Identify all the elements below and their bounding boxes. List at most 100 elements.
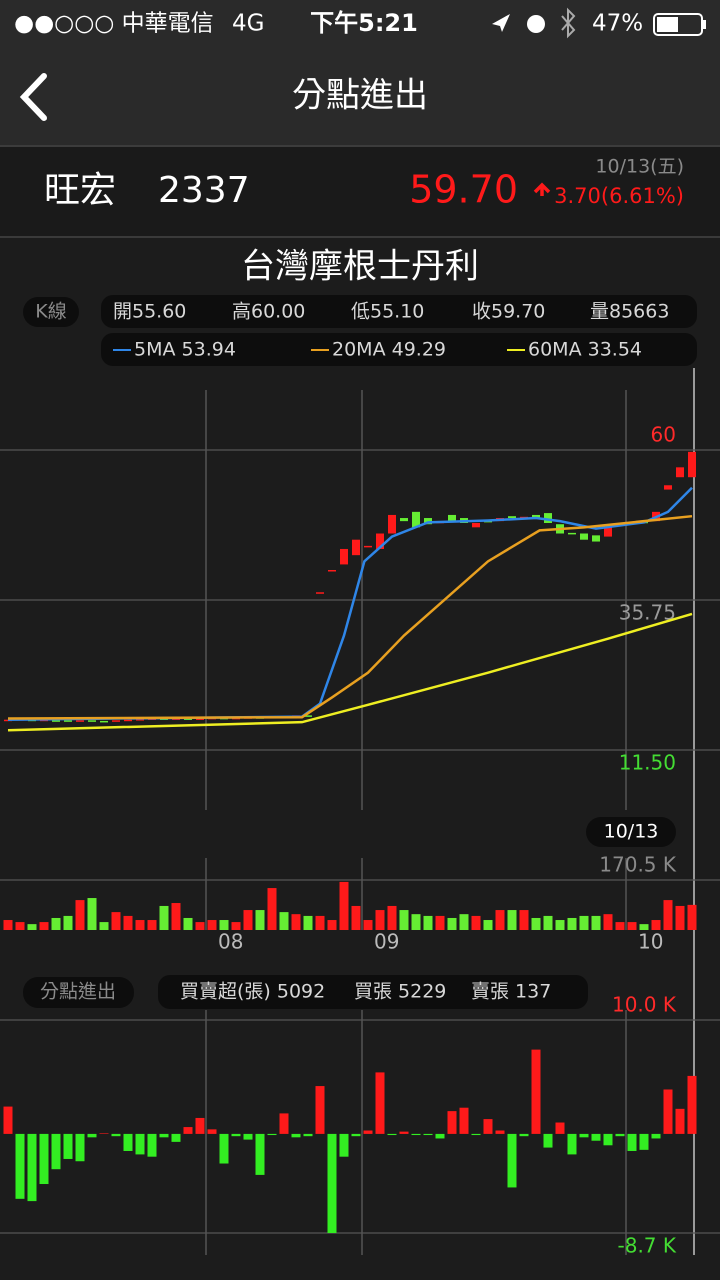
bar bbox=[327, 1133, 337, 1233]
month-label: 10 bbox=[638, 930, 663, 954]
bar bbox=[447, 1111, 457, 1134]
candle-body bbox=[340, 548, 348, 565]
summary-label-pill bbox=[23, 977, 134, 1008]
back-button[interactable] bbox=[19, 73, 47, 121]
location-icon bbox=[492, 14, 510, 32]
bar bbox=[507, 1133, 517, 1188]
bar bbox=[663, 900, 673, 930]
bar bbox=[195, 1117, 205, 1134]
y-tick-label: 170.5 K bbox=[599, 853, 677, 877]
candle-body bbox=[112, 720, 120, 722]
candle-body bbox=[184, 718, 192, 720]
bar bbox=[51, 917, 61, 930]
bar bbox=[423, 1133, 433, 1136]
high-text: 高60.00 bbox=[232, 301, 305, 323]
bar bbox=[351, 1133, 361, 1137]
quote-date: 10/13(五) bbox=[595, 156, 684, 178]
bar bbox=[687, 1075, 697, 1134]
bar bbox=[291, 914, 301, 930]
stock-code: 2337 bbox=[158, 170, 250, 211]
bar bbox=[111, 1133, 121, 1137]
bar bbox=[123, 915, 133, 930]
bar bbox=[315, 915, 325, 930]
bar bbox=[555, 1122, 565, 1134]
bar bbox=[459, 1107, 469, 1134]
broker-name: 台灣摩根士丹利 bbox=[241, 247, 479, 287]
bar bbox=[519, 910, 529, 930]
battery-icon bbox=[653, 13, 703, 36]
candle-body bbox=[448, 514, 456, 522]
bar bbox=[63, 915, 73, 930]
bar bbox=[195, 922, 205, 930]
bar bbox=[303, 915, 313, 930]
candle-body bbox=[4, 719, 12, 722]
y-tick-label: 60 bbox=[651, 423, 676, 447]
bar bbox=[507, 910, 517, 930]
candle-body bbox=[100, 720, 108, 723]
bar bbox=[579, 1133, 589, 1138]
y-tick-label: 10.0 K bbox=[612, 993, 677, 1017]
bar bbox=[579, 915, 589, 930]
bar bbox=[375, 1072, 385, 1134]
date-label: 10/13 bbox=[604, 821, 659, 843]
header-bg bbox=[0, 0, 720, 146]
bar bbox=[315, 1086, 325, 1134]
bar bbox=[207, 920, 217, 930]
bar bbox=[99, 1133, 109, 1134]
bar bbox=[399, 910, 409, 930]
bar bbox=[675, 905, 685, 930]
candle-body bbox=[136, 719, 144, 721]
bar bbox=[351, 905, 361, 930]
bar bbox=[111, 912, 121, 930]
bar bbox=[243, 1133, 253, 1140]
bar bbox=[159, 1133, 169, 1138]
candle-body bbox=[388, 514, 396, 534]
stock-name: 旺宏 bbox=[44, 170, 116, 211]
candle-body bbox=[532, 514, 540, 519]
bar bbox=[531, 1049, 541, 1134]
bar bbox=[543, 915, 553, 930]
bluetooth-icon bbox=[561, 7, 576, 39]
date-badge bbox=[586, 817, 676, 847]
candle-body bbox=[592, 535, 600, 542]
bar bbox=[639, 924, 649, 930]
candle-body bbox=[400, 518, 408, 522]
summary-label: 分點進出 bbox=[40, 981, 116, 1003]
bar bbox=[459, 914, 469, 930]
bar bbox=[255, 910, 265, 930]
candle-body bbox=[172, 718, 180, 720]
bar bbox=[243, 910, 253, 930]
battery-tip bbox=[703, 20, 706, 29]
month-label: 09 bbox=[374, 930, 399, 954]
bar bbox=[531, 917, 541, 930]
candle-body bbox=[304, 715, 312, 717]
price-change: 3.70(6.61%) bbox=[554, 184, 684, 208]
bar bbox=[219, 1133, 229, 1164]
battery-level: 47% bbox=[592, 11, 643, 37]
bar bbox=[543, 1133, 553, 1148]
bar bbox=[591, 1133, 601, 1141]
nav-title: 分點進出 bbox=[292, 76, 428, 116]
bar bbox=[627, 1133, 637, 1151]
bar bbox=[399, 1131, 409, 1134]
bar bbox=[471, 915, 481, 930]
alarm-icon bbox=[527, 15, 545, 33]
bar bbox=[3, 920, 13, 930]
bar bbox=[615, 922, 625, 930]
bar bbox=[147, 920, 157, 930]
bar bbox=[567, 917, 577, 930]
bar bbox=[639, 1133, 649, 1150]
bar bbox=[63, 1133, 73, 1159]
bar bbox=[231, 922, 241, 930]
ma-line bbox=[7, 612, 693, 732]
candle-body bbox=[52, 720, 60, 722]
bar bbox=[279, 1113, 289, 1134]
bar bbox=[663, 1089, 673, 1134]
candle-body bbox=[376, 533, 384, 549]
bar bbox=[339, 881, 349, 930]
bar bbox=[171, 903, 181, 930]
y-tick-label: -8.7 K bbox=[618, 1234, 677, 1258]
bar bbox=[555, 920, 565, 930]
bar bbox=[603, 1133, 613, 1146]
bar bbox=[687, 904, 697, 930]
